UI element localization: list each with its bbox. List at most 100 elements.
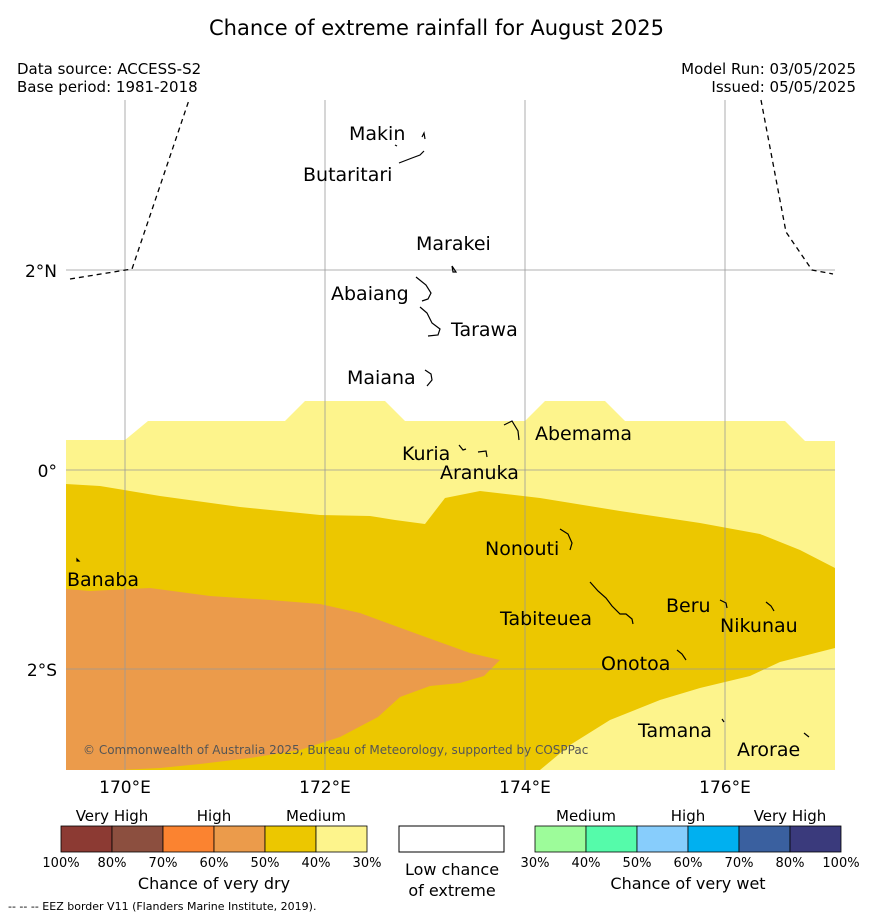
label-abemama: Abemama — [535, 423, 632, 445]
dry-tick-5: 40% — [302, 856, 331, 871]
makin-outline — [421, 131, 426, 140]
lon-label-172e: 172°E — [299, 778, 351, 798]
wet-swatch-1 — [585, 825, 638, 853]
aranuka-outline — [477, 450, 488, 458]
label-beru: Beru — [666, 595, 711, 617]
nonouti-outline — [559, 528, 573, 551]
dry-swatch-2 — [162, 825, 215, 853]
nikunau-outline — [765, 601, 775, 612]
dry-swatch-4 — [264, 825, 317, 853]
label-marakei: Marakei — [416, 233, 491, 255]
tarawa-outline — [419, 306, 441, 337]
label-abaiang: Abaiang — [331, 283, 409, 305]
legend-wet: Medium High Very High 30% 40% 50% 60% 70% 80%… — [521, 807, 860, 893]
graticule — [66, 100, 835, 770]
label-onotoa: Onotoa — [601, 653, 670, 675]
label-kuria: Kuria — [402, 443, 450, 465]
low-chance-line2: of extreme — [408, 881, 495, 900]
wet-swatch-2 — [636, 825, 689, 853]
base-period-text: Base period: 1981-2018 — [17, 78, 198, 96]
abemama-outline — [503, 420, 520, 441]
label-makin: Makin — [349, 123, 405, 145]
dry-header-very-high: Very High — [76, 807, 149, 825]
marakei-outline — [451, 265, 458, 273]
dry-header-high: High — [197, 807, 231, 825]
label-nonouti: Nonouti — [485, 538, 559, 560]
label-tarawa: Tarawa — [450, 319, 518, 341]
dry-header-medium: Medium — [286, 807, 346, 825]
label-tabiteuea: Tabiteuea — [499, 608, 592, 630]
wet-header-very-high: Very High — [754, 807, 827, 825]
arorae-outline — [803, 732, 810, 738]
dry-colorbar-ticks: 100% 80% 70% 60% 50% 40% 30% — [42, 856, 381, 871]
legend-dry: Very High High Medium 100% 80% 70% 60% 50% 40… — [42, 807, 381, 893]
dry-swatch-1 — [111, 825, 164, 853]
wet-colorbar-ticks: 30% 40% 50% 60% 70% 80% 100% — [521, 856, 860, 871]
run-info: Model Run: 03/05/2025 Issued: 05/05/2025 — [681, 60, 856, 96]
onotoa-outline — [676, 649, 687, 661]
makin-islet — [394, 144, 398, 147]
eez-border — [69, 99, 834, 280]
lon-label-174e: 174°E — [499, 778, 551, 798]
wet-header-high: High — [671, 807, 705, 825]
lat-label-2n: 2°N — [25, 262, 57, 282]
issued-text: Issued: 05/05/2025 — [711, 78, 856, 96]
butaritari-outline — [398, 150, 425, 164]
wet-tick-3: 60% — [674, 856, 703, 871]
banaba-outline — [76, 557, 81, 562]
beru-outline — [719, 599, 728, 609]
label-maiana: Maiana — [347, 367, 416, 389]
wet-tick-4: 70% — [725, 856, 754, 871]
low-chance-swatch — [398, 825, 505, 853]
dry-tick-1: 80% — [98, 856, 127, 871]
dry-swatch-5 — [315, 825, 368, 853]
eez-footnote: -- -- -- EEZ border V11 (Flanders Marine… — [8, 900, 317, 913]
wet-colorbar — [534, 825, 842, 853]
abaiang-outline — [415, 276, 432, 302]
region-dry-50-60 — [66, 588, 500, 770]
wet-tick-2: 50% — [623, 856, 652, 871]
tamana-outline — [721, 718, 725, 723]
wet-swatch-0 — [534, 825, 587, 853]
wet-swatch-3 — [687, 825, 740, 853]
tabiteuea-outline — [589, 581, 634, 625]
island-outlines — [76, 131, 810, 738]
lon-label-176e: 176°E — [699, 778, 751, 798]
label-nikunau: Nikunau — [720, 615, 798, 637]
dry-tick-6: 30% — [353, 856, 382, 871]
dry-tick-0: 100% — [42, 856, 79, 871]
copyright-notice: © Commonwealth of Australia 2025, Bureau… — [83, 743, 588, 757]
model-run-text: Model Run: 03/05/2025 — [681, 60, 856, 78]
lat-label-0: 0° — [38, 462, 57, 482]
wet-tick-5: 80% — [776, 856, 805, 871]
lat-label-2s: 2°S — [27, 661, 57, 681]
kuria-outline — [458, 444, 467, 451]
wet-tick-6: 100% — [822, 856, 859, 871]
label-butaritari: Butaritari — [303, 164, 392, 186]
label-banaba: Banaba — [67, 569, 139, 591]
data-source-text: Data source: ACCESS-S2 — [17, 60, 202, 78]
source-info: Data source: ACCESS-S2 Base period: 1981… — [17, 60, 201, 96]
wet-swatch-4 — [738, 825, 791, 853]
dry-swatch-3 — [213, 825, 266, 853]
dry-swatch-0 — [60, 825, 113, 853]
map-title: Chance of extreme rainfall for August 20… — [209, 16, 664, 40]
label-arorae: Arorae — [737, 739, 800, 761]
low-chance-line1: Low chance — [405, 860, 499, 879]
label-aranuka: Aranuka — [440, 462, 519, 484]
dry-colorbar — [60, 825, 368, 853]
legend-low-chance: Low chance of extreme — [398, 825, 505, 900]
maiana-outline — [424, 369, 433, 387]
dry-tick-2: 70% — [149, 856, 178, 871]
label-tamana: Tamana — [637, 720, 712, 742]
lon-label-170e: 170°E — [99, 778, 151, 798]
wet-header-medium: Medium — [556, 807, 616, 825]
dry-tick-3: 60% — [200, 856, 229, 871]
dry-tick-4: 50% — [251, 856, 280, 871]
wet-swatch-5 — [789, 825, 842, 853]
wet-tick-0: 30% — [521, 856, 550, 871]
dry-legend-title: Chance of very dry — [138, 874, 290, 893]
wet-legend-title: Chance of very wet — [610, 874, 765, 893]
wet-tick-1: 40% — [572, 856, 601, 871]
